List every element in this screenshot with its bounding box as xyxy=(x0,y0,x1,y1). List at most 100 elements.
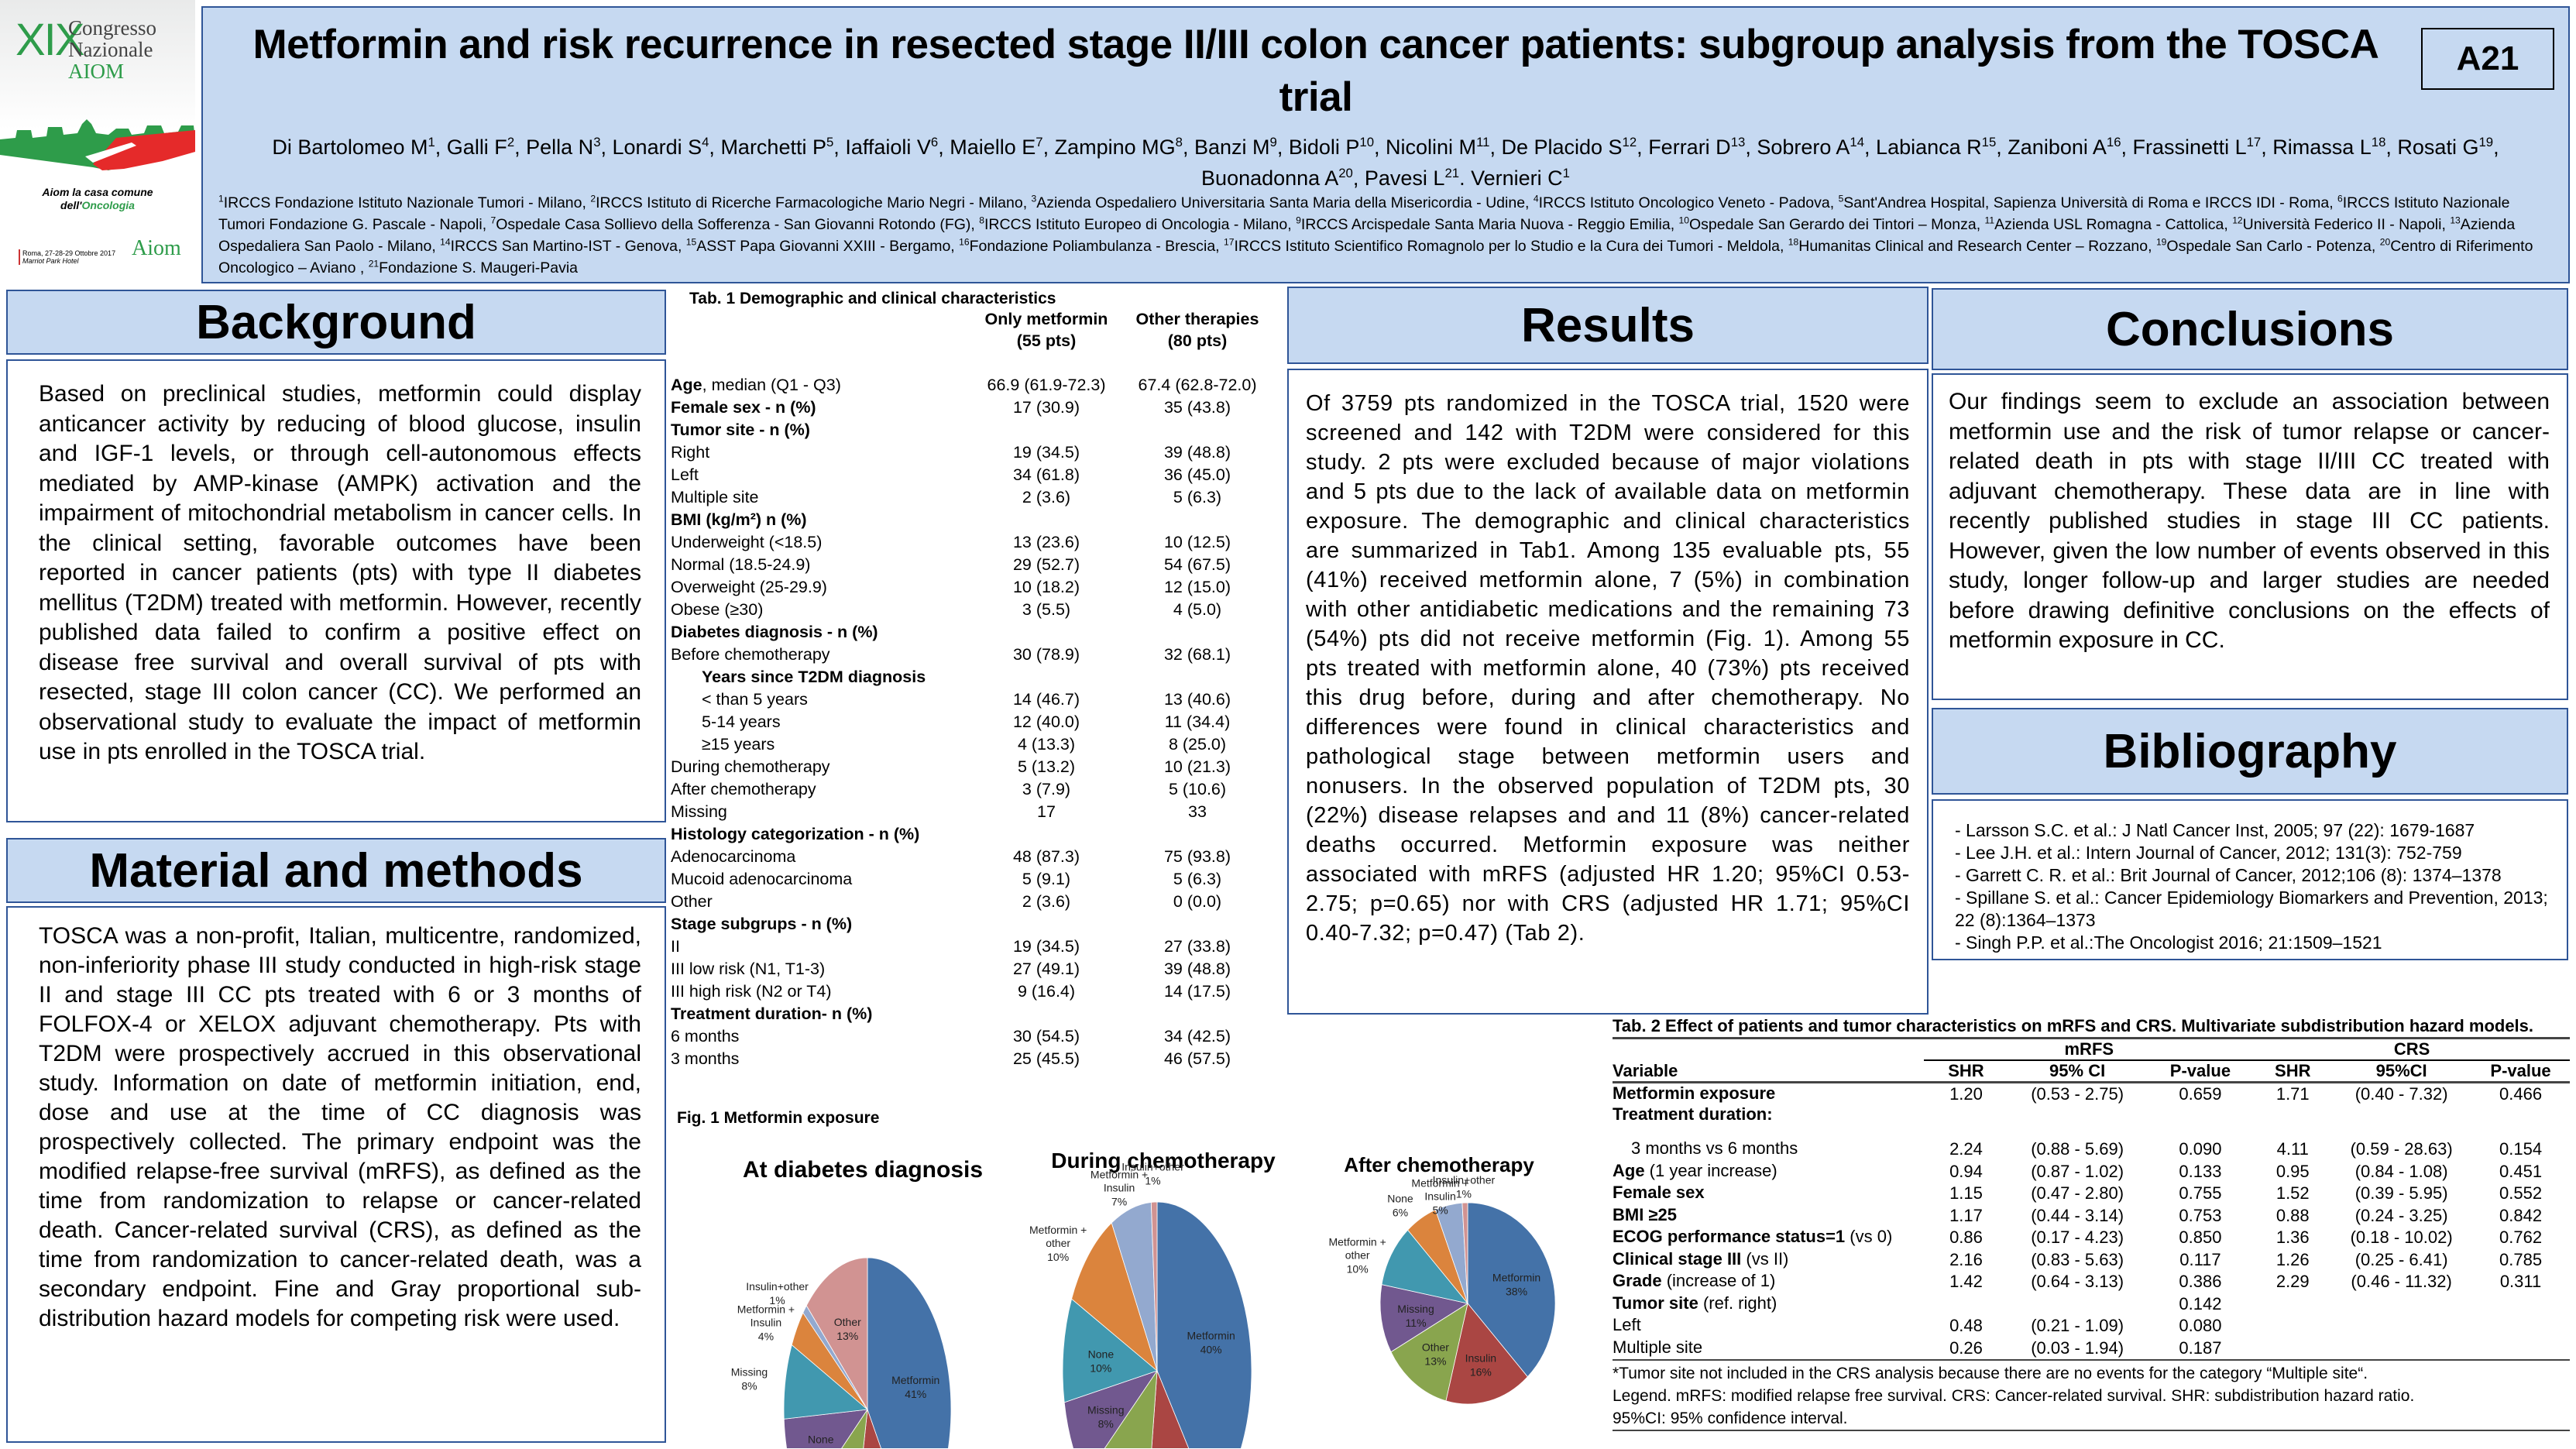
author: Iaffaioli V6 xyxy=(845,135,939,159)
row-label: During chemotherapy xyxy=(671,757,830,776)
table-row: Tumor site - n (%) xyxy=(671,419,1275,441)
aiom-badge-icon: Aiom xyxy=(132,236,181,260)
column-header: 95% CI xyxy=(2049,1061,2106,1080)
table-cell: 0.842 xyxy=(2499,1205,2543,1225)
hazard-model-table: Tab. 2 Effect of patients and tumor char… xyxy=(1613,1015,2570,1431)
cell-other-therapies: 35 (43.8) xyxy=(1163,398,1231,417)
cell-other-therapies xyxy=(1120,621,1275,644)
pie-label: Missing 8% xyxy=(1087,1404,1124,1430)
pie-slice xyxy=(1467,1202,1556,1378)
affiliation: 1IRCCS Fondazione Istituto Nazionale Tum… xyxy=(218,193,582,211)
table-row: Obese (≥30) 3 (5.5) 4 (5.0) xyxy=(671,599,1275,621)
table-row: Normal (18.5-24.9) 29 (52.7) 54 (67.5) xyxy=(671,554,1275,576)
row-label: 6 months xyxy=(671,1027,740,1046)
affiliation: 7Ospedale Casa Sollievo della Sofferenza… xyxy=(490,215,971,233)
table-row: Female sex - n (%) 17 (30.9) 35 (43.8) xyxy=(671,397,1275,419)
column-header: P-value xyxy=(2490,1061,2551,1080)
table-cell: 0.133 xyxy=(2179,1161,2222,1181)
table-row: Left 0.48 (0.21 - 1.09) 0.080 xyxy=(1613,1315,2570,1337)
cell-other-therapies xyxy=(1120,1003,1275,1025)
cell-only-metformin: 30 (78.9) xyxy=(1012,645,1080,664)
cell-only-metformin: 13 (23.6) xyxy=(1012,533,1080,551)
cell-other-therapies: 39 (48.8) xyxy=(1163,443,1231,462)
row-label: Age, median (Q1 - Q3) xyxy=(671,376,841,394)
cell-only-metformin: 5 (13.2) xyxy=(1017,757,1076,776)
poster-title: Metformin and risk recurrence in resecte… xyxy=(252,22,2379,120)
affiliation: 2IRCCS Istituto di Ricerche Farmacologic… xyxy=(590,193,1023,211)
table-cell: 4.11 xyxy=(2276,1139,2309,1159)
table-row: Clinical stage III (vs II) 2.16 (0.83 - 5.… xyxy=(1613,1249,2570,1272)
row-label: Clinical stage III (vs II) xyxy=(1613,1248,1789,1269)
table-row: Female sex 1.15 (0.47 - 2.80) 0.755 1.52 (0.3… xyxy=(1613,1183,2570,1205)
table1-caption: Tab. 1 Demographic and clinical characte… xyxy=(689,290,1056,307)
author: Pella N3 xyxy=(526,135,601,159)
row-label: II xyxy=(671,937,680,956)
bibliography-item: - Lee J.H. et al.: Intern Journal of Can… xyxy=(1955,843,2462,863)
affiliation: 10Ospedale San Gerardo dei Tintori – Mon… xyxy=(1678,215,1977,233)
row-label: BMI (kg/m²) n (%) xyxy=(671,510,807,529)
author: Galli F2 xyxy=(446,135,515,159)
pie-slice xyxy=(1104,1369,1158,1448)
bibliography-item: - Singh P.P. et al.:The Oncologist 2016;… xyxy=(1955,932,2382,953)
cell-other-therapies: 13 (40.6) xyxy=(1163,690,1231,709)
cell-only-metformin: 17 xyxy=(1037,802,1056,821)
cell-other-therapies: 32 (68.1) xyxy=(1163,645,1231,664)
row-label: Multiple site xyxy=(1613,1337,1703,1357)
affiliation: 9IRCCS Arcispedale Santa Maria Nuova - R… xyxy=(1296,215,1671,233)
table-cell: (0.64 - 3.13) xyxy=(2031,1272,2124,1292)
group-header-crs: CRS xyxy=(2254,1038,2570,1061)
table-cell: 0.94 xyxy=(1949,1161,1983,1181)
bibliography-list: - Larsson S.C. et al.: J Natl Cancer Ins… xyxy=(1933,801,2567,954)
affiliation: 18Humanitas Clinical and Research Center… xyxy=(1788,236,2148,255)
pie-label: Insulin+other 1% xyxy=(746,1280,809,1307)
table-cell: 0.755 xyxy=(2179,1183,2222,1203)
cell-other-therapies: 46 (57.5) xyxy=(1163,1049,1231,1068)
pie-slice xyxy=(1381,1229,1469,1304)
pie-label: Metformin + Insulin 7% xyxy=(1091,1168,1148,1207)
cell-other-therapies: 0 (0.0) xyxy=(1173,892,1222,911)
table-cell: 2.16 xyxy=(1949,1249,1983,1269)
cell-other-therapies: 54 (67.5) xyxy=(1163,555,1231,574)
table-row: After chemotherapy 3 (7.9) 5 (10.6) xyxy=(671,778,1275,801)
table-cell: (0.18 - 10.02) xyxy=(2350,1228,2453,1248)
bibliography-item: - Garrett C. R. et al.: Brit Journal of … xyxy=(1955,865,2502,885)
row-label: Mucoid adenocarcinoma xyxy=(671,870,853,888)
table-row: Age (1 year increase) 0.94 (0.87 - 1.02) 0.… xyxy=(1613,1161,2570,1183)
pie-slice xyxy=(805,1257,868,1411)
pie-title: At diabetes diagnosis xyxy=(743,1157,983,1183)
table-cell: 0.386 xyxy=(2179,1272,2222,1292)
pie-slice xyxy=(1156,1201,1252,1448)
pie-label: Metformin + other 10% xyxy=(1328,1236,1386,1276)
cell-other-therapies: 39 (48.8) xyxy=(1163,960,1231,978)
row-label: ≥15 years xyxy=(702,735,775,754)
row-label: 5-14 years xyxy=(702,712,781,731)
table-row: Treatment duration- n (%) xyxy=(671,1003,1275,1025)
table-row: Stage subgrups - n (%) xyxy=(671,913,1275,936)
table-cell: 0.451 xyxy=(2499,1161,2543,1181)
table-cell: 0.850 xyxy=(2179,1228,2222,1248)
row-label: Normal (18.5-24.9) xyxy=(671,555,811,574)
affiliation: 20Centro di Riferimento Oncologico – Avi… xyxy=(218,236,2533,276)
logo-slogan: Aiom la casa comune dell'Oncologia xyxy=(42,186,153,211)
table-cell xyxy=(2471,1337,2570,1360)
row-label: Underweight (<18.5) xyxy=(671,533,823,551)
author: Bidoli P10 xyxy=(1288,135,1375,159)
methods-panel: TOSCA was a non-profit, Italian, multice… xyxy=(6,906,666,1443)
table-cell: 0.117 xyxy=(2179,1249,2221,1269)
author: Zaniboni A16 xyxy=(2008,135,2121,159)
pie-slice xyxy=(1071,1222,1158,1372)
table-row: Grade (increase of 1) 1.42 (0.64 - 3.13) 0.… xyxy=(1613,1271,2570,1293)
affiliation: 5Sant'Andrea Hospital, Sapienza Universi… xyxy=(1838,193,2330,211)
conclusions-panel: Our findings seem to exclude an associat… xyxy=(1932,373,2568,700)
bibliography-panel: - Larsson S.C. et al.: J Natl Cancer Ins… xyxy=(1932,799,2568,960)
row-label: Stage subgrups - n (%) xyxy=(671,915,853,933)
pie-chart-during-chemo: During chemotherapyMetformin40%Insulin12… xyxy=(1029,1149,1276,1448)
affiliation: 15ASST Papa Giovanni XXIII - Bergamo xyxy=(685,236,951,255)
table-cell xyxy=(2331,1293,2471,1316)
background-text: Based on preclinical studies, metformin … xyxy=(39,381,641,764)
affiliation: 4IRCCS Istituto Oncologico Veneto - Pado… xyxy=(1533,193,1830,211)
table-cell xyxy=(2471,1293,2570,1316)
cell-only-metformin: 12 (40.0) xyxy=(1012,712,1080,731)
logo-place: Roma, 27-28-29 Ottobre 2017 Marriot Park… xyxy=(19,249,115,265)
